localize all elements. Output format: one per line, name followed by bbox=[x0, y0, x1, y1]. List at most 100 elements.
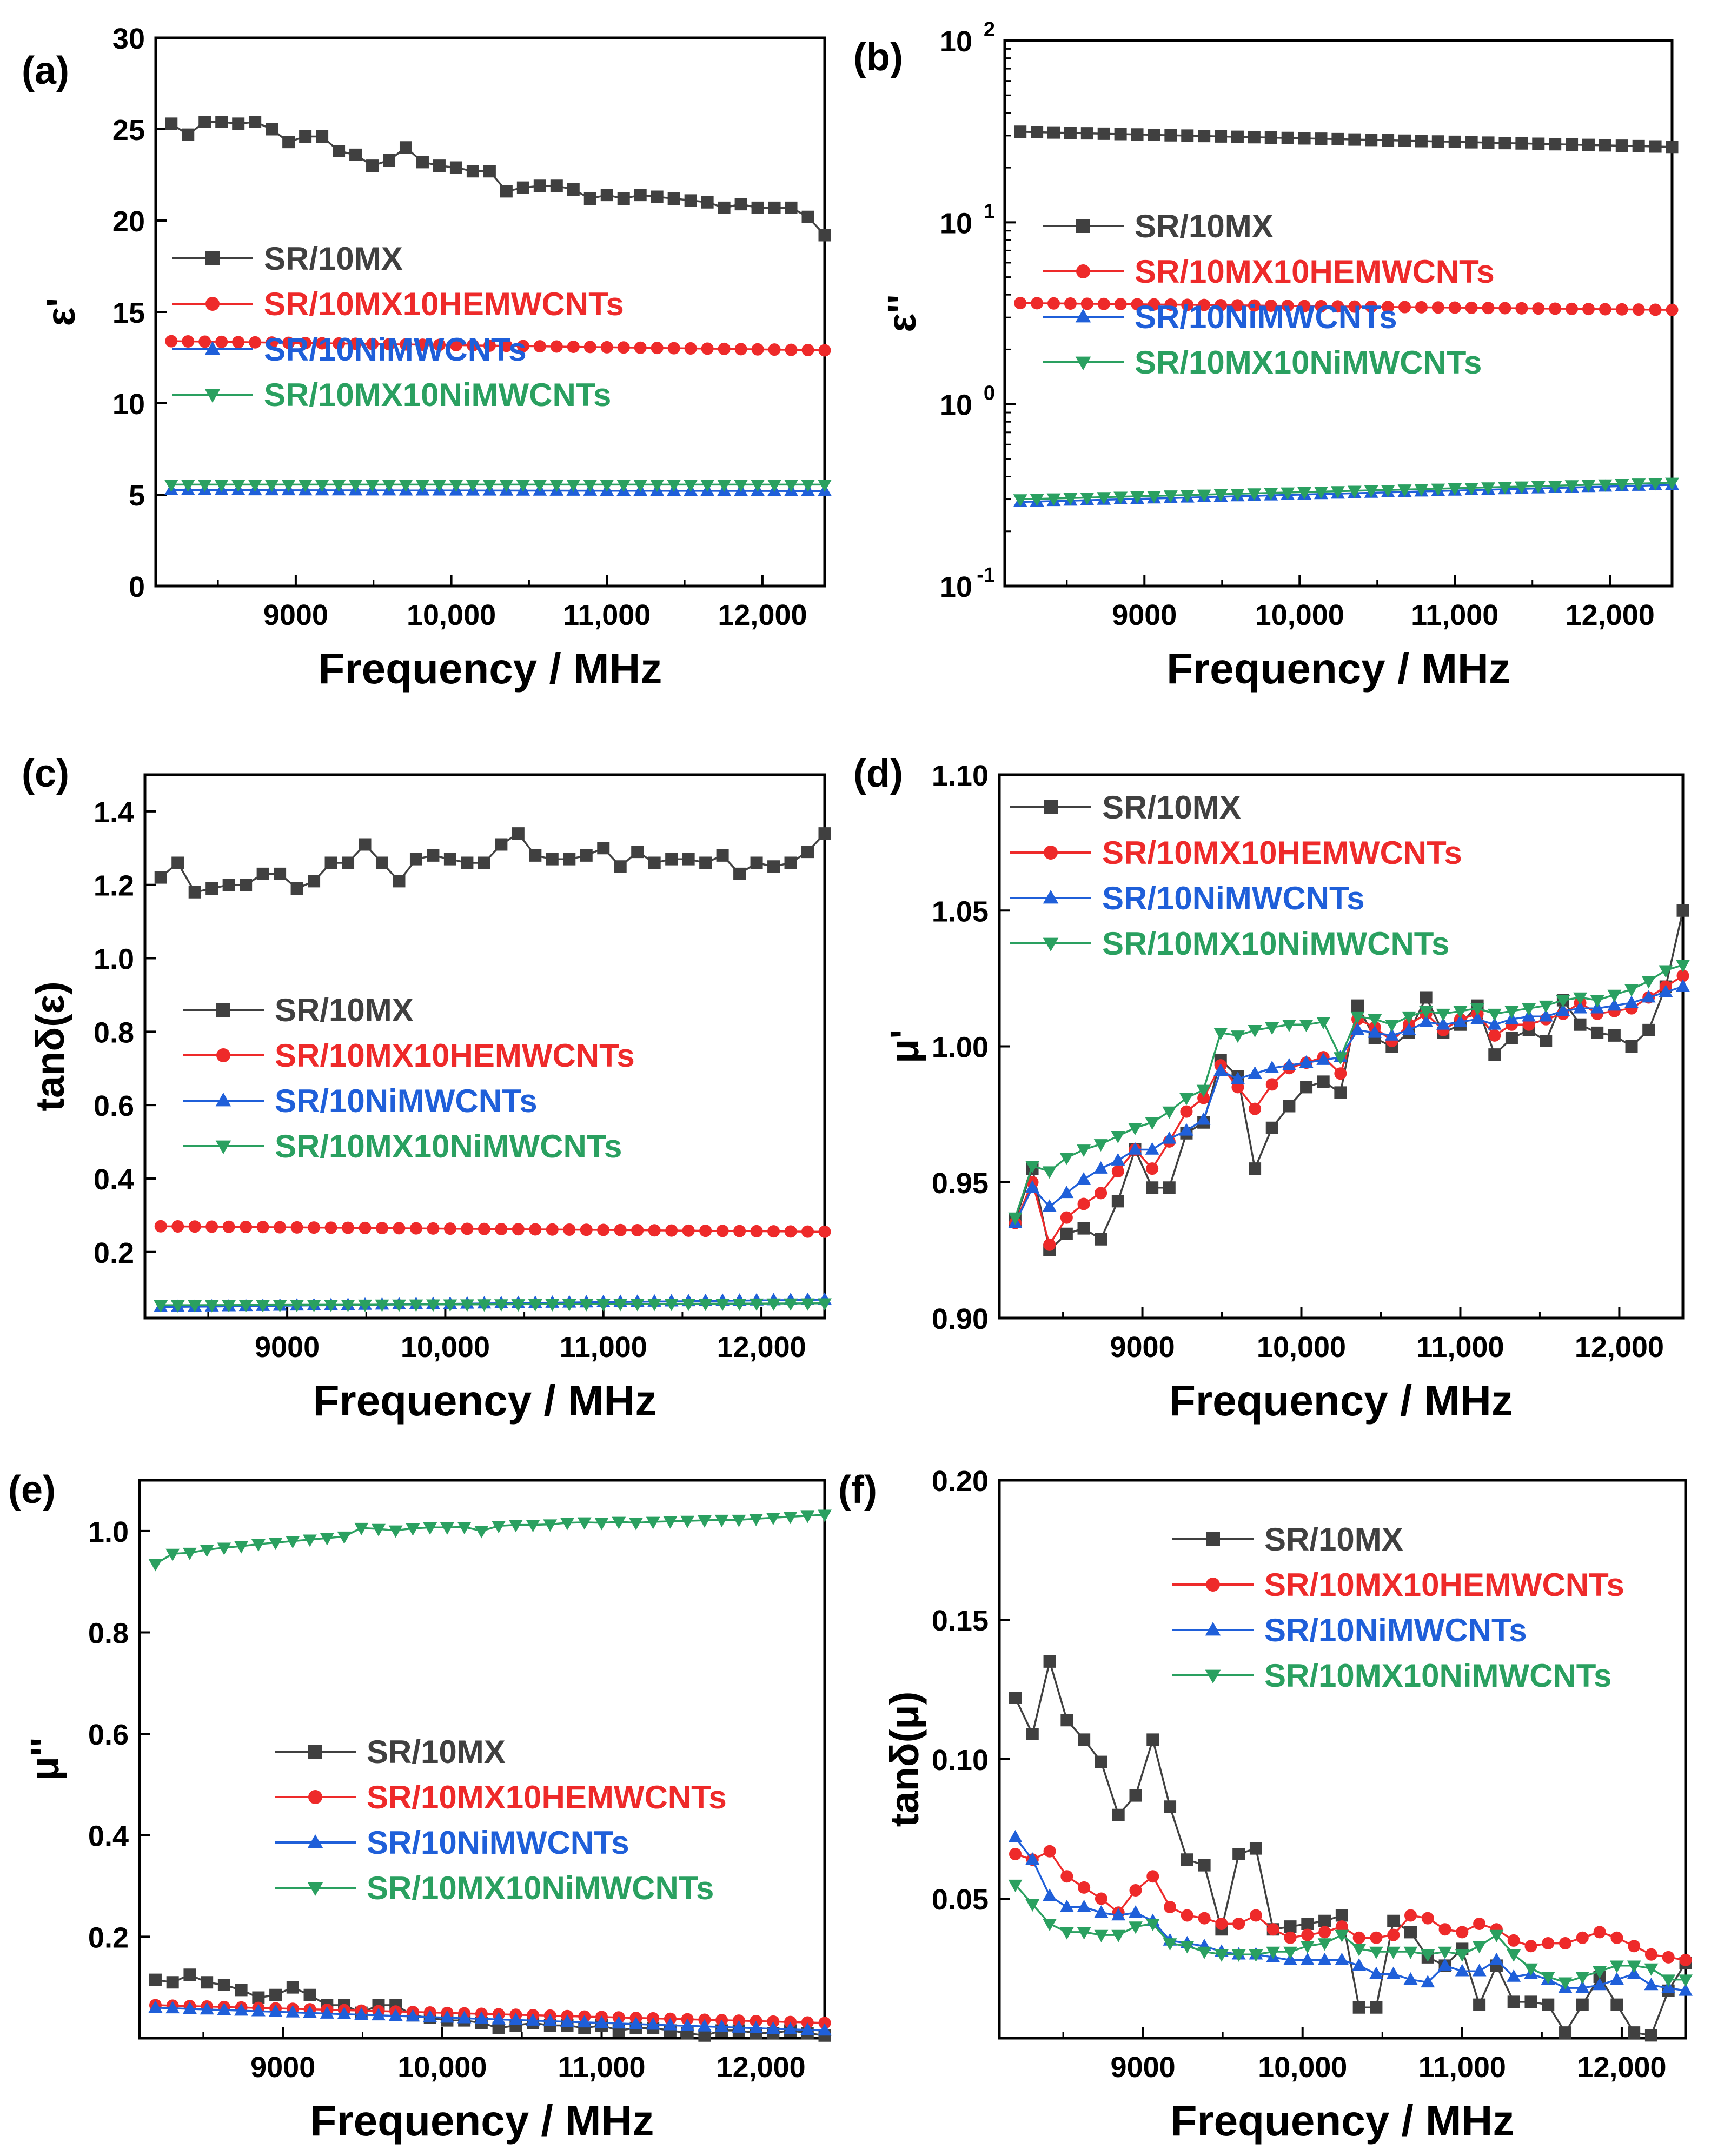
y-tick-label: 0.90 bbox=[932, 1303, 989, 1335]
data-point bbox=[1352, 1958, 1367, 1971]
legend-marker bbox=[216, 1003, 230, 1017]
data-point bbox=[316, 337, 329, 350]
data-point bbox=[562, 1299, 576, 1312]
data-point bbox=[433, 338, 446, 351]
data-point bbox=[1284, 1931, 1297, 1944]
data-point bbox=[273, 1300, 287, 1313]
data-point bbox=[784, 1225, 797, 1238]
data-point bbox=[1507, 1949, 1521, 1962]
data-point bbox=[1381, 484, 1395, 497]
data-point bbox=[1080, 127, 1093, 140]
data-point bbox=[1397, 484, 1412, 497]
data-point bbox=[1059, 1153, 1074, 1166]
y-tick-exponent: 1 bbox=[984, 200, 995, 223]
data-point bbox=[1624, 984, 1639, 997]
data-point bbox=[511, 1299, 526, 1312]
legend-label: SR/10NiMWCNTs bbox=[1135, 299, 1397, 335]
series-line bbox=[155, 1514, 825, 1565]
data-point bbox=[1042, 1166, 1057, 1179]
data-point bbox=[508, 2012, 523, 2025]
data-point bbox=[681, 1299, 696, 1312]
data-point bbox=[1382, 301, 1395, 314]
data-point bbox=[1489, 1929, 1504, 1942]
data-point bbox=[303, 2005, 317, 2018]
data-point bbox=[1504, 1006, 1519, 1019]
data-point bbox=[375, 856, 388, 869]
legend-label: SR/10MX10NiMWCNTs bbox=[1264, 1658, 1611, 1694]
series-line bbox=[155, 2006, 825, 2032]
data-point bbox=[1025, 1899, 1040, 1912]
data-point bbox=[268, 2004, 283, 2017]
data-point bbox=[1265, 1061, 1279, 1073]
data-point bbox=[1590, 995, 1604, 1008]
series-d-3 bbox=[1008, 960, 1690, 1225]
data-point bbox=[1542, 1998, 1555, 2011]
data-point bbox=[630, 1299, 645, 1312]
y-tick-label: 15 bbox=[112, 297, 145, 329]
data-point bbox=[543, 2013, 558, 2026]
data-point bbox=[1648, 478, 1663, 491]
data-point bbox=[631, 846, 644, 859]
data-point bbox=[1497, 482, 1512, 495]
data-point bbox=[348, 480, 363, 493]
x-axis-title: Frequency / MHz bbox=[1171, 2097, 1515, 2145]
data-point bbox=[1230, 1030, 1245, 1043]
data-point bbox=[1421, 1949, 1435, 1962]
panel-label: (e) bbox=[8, 1468, 56, 1512]
legend-label: SR/10MX10NiMWCNTs bbox=[275, 1128, 622, 1164]
data-point bbox=[372, 1523, 386, 1536]
data-point bbox=[1097, 127, 1110, 140]
data-point bbox=[1507, 1969, 1521, 1982]
data-point bbox=[1013, 494, 1027, 507]
data-point bbox=[546, 853, 559, 866]
data-point bbox=[1679, 1974, 1693, 1987]
plot-frame-e bbox=[138, 1479, 826, 2040]
data-point bbox=[680, 2018, 695, 2031]
series-e-2 bbox=[148, 2000, 832, 2036]
data-point bbox=[232, 117, 245, 130]
data-point bbox=[1415, 301, 1428, 314]
data-point bbox=[1316, 1016, 1331, 1029]
data-point bbox=[1576, 1931, 1589, 1944]
data-point bbox=[546, 1223, 559, 1236]
data-point bbox=[399, 480, 413, 493]
data-point bbox=[1215, 130, 1228, 143]
data-point bbox=[616, 480, 631, 493]
data-point bbox=[164, 480, 178, 493]
data-point bbox=[1515, 302, 1528, 315]
data-point bbox=[320, 1533, 334, 1546]
data-point bbox=[512, 827, 525, 840]
data-point bbox=[1352, 1931, 1365, 1944]
data-point bbox=[648, 1224, 661, 1237]
data-point bbox=[1064, 297, 1077, 310]
y-tick-label: 0 bbox=[129, 571, 145, 603]
data-point bbox=[1365, 134, 1378, 147]
data-point bbox=[1131, 298, 1144, 311]
data-point bbox=[341, 1299, 355, 1312]
data-point bbox=[474, 2011, 489, 2024]
data-point bbox=[1398, 134, 1411, 147]
data-point bbox=[650, 480, 665, 493]
data-point bbox=[1249, 1102, 1262, 1115]
data-point bbox=[1591, 1026, 1604, 1039]
data-point bbox=[516, 340, 529, 352]
data-point bbox=[1448, 483, 1462, 496]
data-point bbox=[1455, 1964, 1469, 1977]
data-point bbox=[1318, 1926, 1331, 1939]
data-point bbox=[1456, 1926, 1469, 1939]
data-point bbox=[1030, 494, 1044, 507]
data-point bbox=[433, 159, 446, 172]
data-point bbox=[1315, 132, 1328, 145]
legend-label: SR/10MX10HEMWCNTs bbox=[1264, 1567, 1624, 1603]
data-point bbox=[1576, 1998, 1589, 2011]
x-axis-title: Frequency / MHz bbox=[1166, 644, 1510, 693]
data-point bbox=[1414, 484, 1429, 497]
data-point bbox=[801, 846, 814, 859]
data-point bbox=[1403, 1946, 1418, 1959]
data-point bbox=[818, 1509, 832, 1522]
data-point bbox=[1352, 2001, 1365, 2014]
data-point bbox=[198, 335, 211, 348]
legend-label: SR/10NiMWCNTs bbox=[1264, 1612, 1527, 1648]
data-point bbox=[181, 480, 195, 493]
data-point bbox=[1047, 297, 1060, 310]
